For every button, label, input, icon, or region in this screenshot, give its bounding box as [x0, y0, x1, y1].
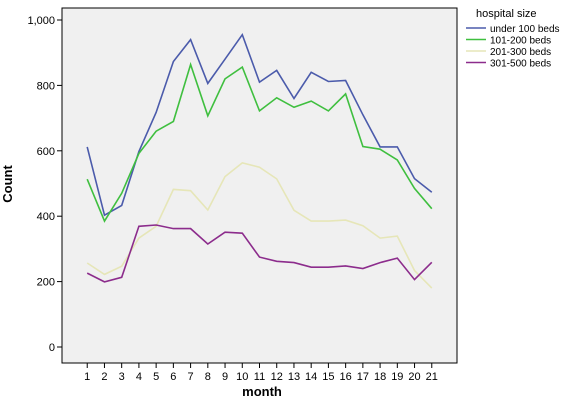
legend-label-201-300-beds: 201-300 beds: [490, 47, 551, 58]
y-tick-label: 1,000: [27, 15, 55, 27]
y-tick-label: 400: [37, 211, 55, 223]
y-tick-label: 0: [49, 342, 55, 354]
series-line-under-100-beds: [86, 32, 433, 217]
x-tick-label: 16: [340, 371, 352, 383]
x-tick-label: 4: [136, 371, 142, 383]
x-tick-label: 17: [357, 371, 369, 383]
x-tick-label: 2: [101, 371, 107, 383]
y-tick-label: 600: [37, 146, 55, 158]
x-tick-label: 1: [84, 371, 90, 383]
x-tick-label: 18: [374, 371, 386, 383]
x-tick-label: 11: [254, 371, 265, 383]
y-axis-label: Count: [0, 165, 15, 203]
y-tick-label: 800: [37, 80, 55, 92]
x-tick-label: 6: [170, 371, 176, 383]
legend-title: hospital size: [476, 8, 537, 20]
plot-area: [61, 7, 458, 364]
series-layer: [86, 32, 433, 289]
legend-label-101-200-beds: 101-200 beds: [490, 36, 551, 47]
x-tick-label: 13: [288, 371, 300, 383]
x-tick-label: 10: [236, 371, 248, 383]
x-tick-label: 9: [222, 371, 228, 383]
x-tick-label: 7: [188, 371, 194, 383]
x-tick-label: 5: [153, 371, 159, 383]
x-tick-label: 12: [271, 371, 283, 383]
series-line-101-200-beds: [86, 61, 433, 223]
legend-label-under-100-beds: under 100 beds: [490, 24, 560, 35]
x-axis-label: month: [242, 384, 282, 399]
x-tick-label: 3: [119, 371, 125, 383]
x-tick-label: 8: [205, 371, 211, 383]
x-tick-label: 15: [322, 371, 334, 383]
series-line-201-300-beds: [86, 162, 433, 289]
x-tick-label: 20: [408, 371, 420, 383]
x-tick-label: 21: [426, 371, 438, 383]
legend-label-301-500-beds: 301-500 beds: [490, 59, 551, 70]
x-tick-label: 14: [305, 371, 317, 383]
series-line-301-500-beds: [86, 224, 433, 283]
y-tick-label: 200: [37, 277, 55, 289]
x-tick-label: 19: [391, 371, 403, 383]
